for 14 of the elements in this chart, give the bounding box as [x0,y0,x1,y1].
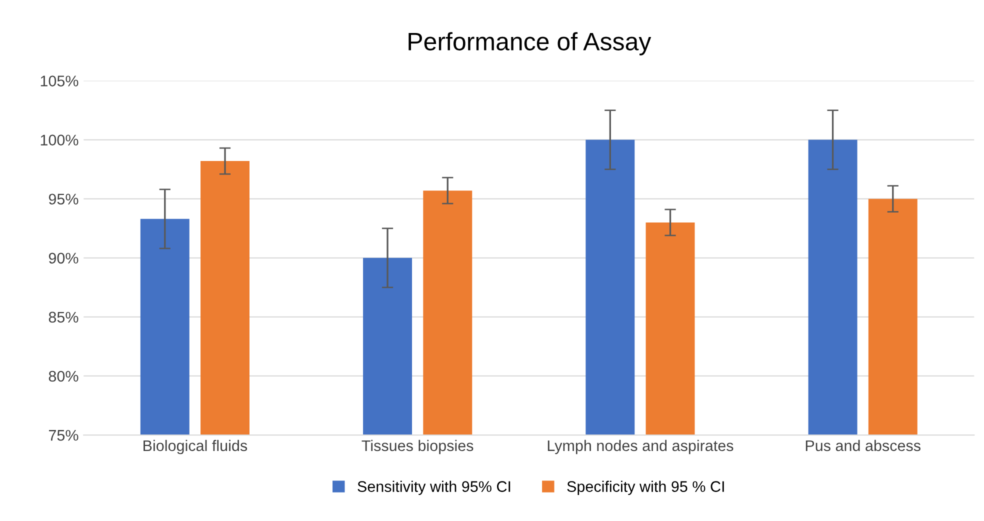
x-tick-label: Pus and abscess [806,440,920,452]
legend-label: Specificity with 95 % CI [567,480,724,495]
y-tick-label: 105% [40,76,78,86]
y-tick-label: 100% [40,134,78,146]
y-tick-label: 90% [48,252,78,264]
y-tick-label: 75% [48,430,78,441]
x-tick-label: Lymph nodes and aspirates [548,440,734,454]
y-tick-label: 95% [48,194,78,205]
x-tick-label: Biological fluids [144,440,248,454]
legend-label: Sensitivity with 95% CI [358,480,510,495]
y-tick-label: 80% [48,370,78,382]
y-tick-label: 85% [48,312,78,323]
chart-title: Performance of Assay [408,32,652,56]
x-tick-label: Tissues biopsies [362,440,474,454]
